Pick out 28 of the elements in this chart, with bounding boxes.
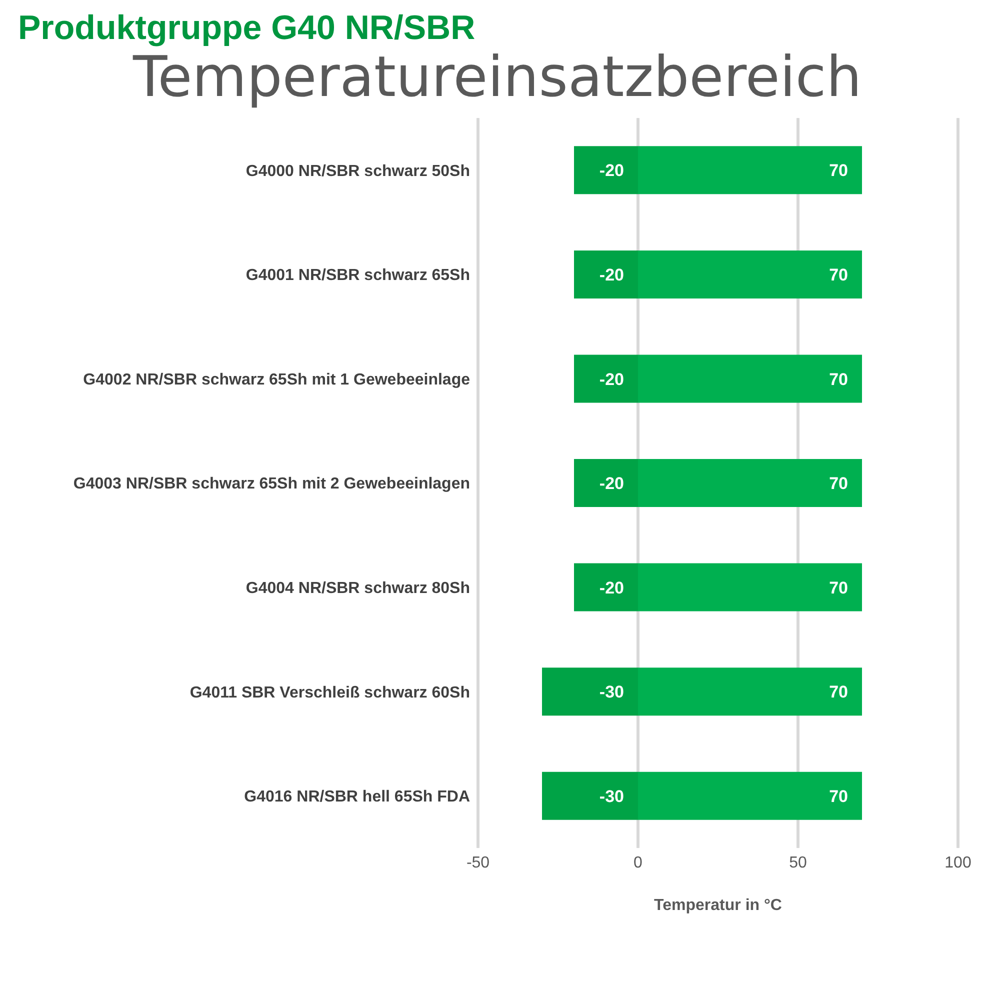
y-tick-label: G4001 NR/SBR schwarz 65Sh <box>246 267 470 284</box>
x-tick-label: -50 <box>466 854 490 872</box>
data-label: 70 <box>829 265 848 284</box>
x-axis-title: Temperatur in °C <box>654 897 782 914</box>
data-label: 70 <box>829 474 848 494</box>
y-tick-label: G4002 NR/SBR schwarz 65Sh mit 1 Gewebeeinlage <box>83 371 470 388</box>
chart-title: Produktgruppe G40 NR/SBR <box>18 8 476 48</box>
chart-subtitle: Temperatureinsatzbereich <box>133 45 863 110</box>
y-tick-label: G4000 NR/SBR schwarz 50Sh <box>246 162 470 180</box>
data-label: -20 <box>599 161 624 180</box>
data-label: 70 <box>829 578 848 598</box>
data-label: -20 <box>599 474 624 494</box>
y-tick-label: G4016 NR/SBR hell 65Sh FDA <box>244 788 470 806</box>
x-tick-label: 100 <box>944 854 972 872</box>
data-label: -30 <box>599 682 624 702</box>
data-label: 70 <box>829 786 848 806</box>
data-label: 70 <box>829 682 848 702</box>
y-tick-label: G4004 NR/SBR schwarz 80Sh <box>246 580 470 597</box>
data-label: -20 <box>599 370 624 389</box>
data-label: -30 <box>599 786 624 806</box>
data-label: 70 <box>829 161 848 180</box>
data-label: -20 <box>599 265 624 284</box>
x-tick-label: 0 <box>634 854 643 872</box>
y-tick-label: G4011 SBR Verschleiß schwarz 60Sh <box>190 684 470 702</box>
data-label: 70 <box>829 370 848 389</box>
x-tick-label: 50 <box>789 854 807 872</box>
data-label: -20 <box>599 578 624 598</box>
y-tick-label: G4003 NR/SBR schwarz 65Sh mit 2 Gewebeeinlagen <box>73 476 470 493</box>
